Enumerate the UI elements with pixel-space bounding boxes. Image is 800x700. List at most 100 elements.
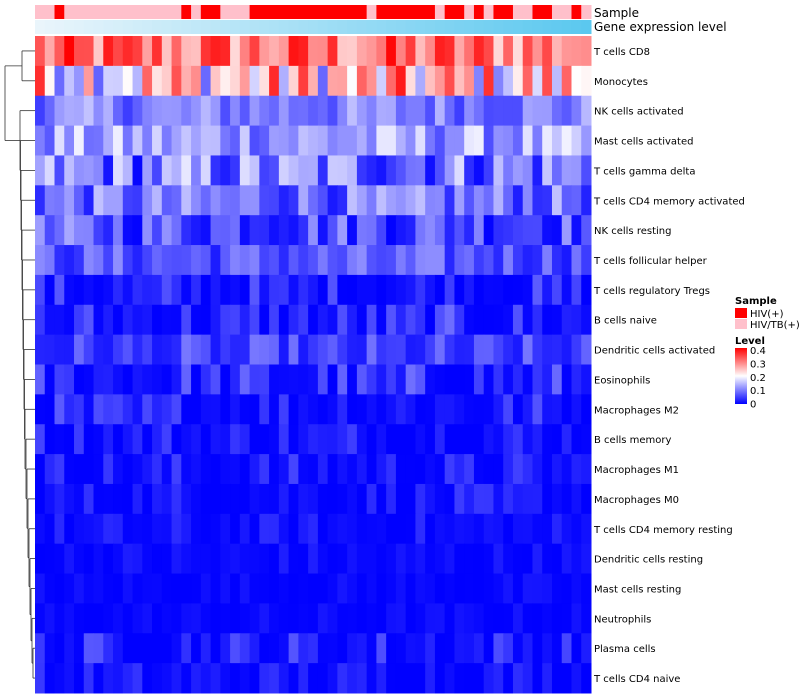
heatmap-cell (415, 155, 426, 186)
heatmap-cell (269, 95, 280, 127)
heatmap-cell (425, 424, 436, 455)
heatmap-cell (473, 125, 485, 156)
heatmap-cell (44, 125, 56, 156)
heatmap-cell (503, 603, 514, 634)
heatmap-cell (571, 483, 582, 515)
heatmap-cell (122, 633, 134, 664)
heatmap-cell (395, 513, 407, 545)
heatmap-cell (522, 573, 533, 604)
heatmap-cell (308, 364, 319, 395)
heatmap-cell (581, 573, 592, 604)
heatmap-cell (122, 394, 134, 425)
heatmap-cell (444, 215, 455, 246)
heatmap-cell (415, 513, 426, 545)
heatmap-cell (405, 304, 416, 336)
heatmap-cell (571, 215, 582, 246)
row-label: NK cells activated (594, 107, 684, 118)
heatmap-cell (571, 633, 582, 664)
heatmap-cell (269, 603, 280, 634)
heatmap-cell (405, 513, 416, 545)
heatmap-cell (142, 424, 153, 455)
heatmap-cell (93, 36, 104, 67)
heatmap-cell (132, 125, 143, 156)
heatmap-cell (74, 155, 85, 186)
sample-annotation-cell (493, 5, 504, 19)
heatmap-cell (551, 424, 563, 455)
heatmap-cell (571, 334, 582, 365)
heatmap-cell (483, 95, 494, 127)
heatmap-cell (356, 125, 368, 156)
heatmap-cell (230, 304, 241, 336)
heatmap-cell (571, 245, 582, 276)
heatmap-cell (103, 424, 114, 455)
heatmap-cell (44, 543, 56, 575)
heatmap-cell (210, 573, 221, 604)
heatmap-cell (405, 573, 416, 604)
heatmap-cell (473, 36, 485, 67)
heatmap-cell (239, 36, 251, 67)
heatmap-cell (103, 36, 114, 67)
heatmap-cell (35, 185, 46, 216)
heatmap-cell (103, 513, 114, 545)
heatmap-cell (93, 543, 104, 575)
heatmap-cell (152, 454, 163, 485)
heatmap-cell (142, 304, 153, 336)
heatmap-cell (83, 125, 95, 156)
expression-annotation-cell (191, 20, 202, 34)
heatmap-cell (347, 394, 358, 425)
heatmap-cell (551, 125, 563, 156)
heatmap-cell (386, 454, 397, 485)
heatmap-cell (35, 274, 46, 306)
heatmap-cell (366, 603, 377, 634)
heatmap-cell (220, 364, 231, 395)
heatmap-cell (191, 364, 202, 395)
heatmap-cell (161, 155, 173, 186)
heatmap-cell (308, 304, 319, 336)
heatmap-cell (103, 334, 114, 365)
heatmap-cell (171, 663, 182, 694)
heatmap-cell (113, 36, 124, 67)
heatmap-cell (483, 304, 494, 336)
heatmap-cell (83, 185, 95, 216)
heatmap-cell (74, 633, 85, 664)
heatmap-cell (366, 65, 377, 97)
heatmap-cell (347, 424, 358, 455)
heatmap-cell (181, 543, 192, 575)
heatmap-cell (152, 185, 163, 216)
heatmap-cell (278, 65, 290, 97)
heatmap-cell (386, 36, 397, 67)
heatmap-cell (425, 155, 436, 186)
heatmap-cell (278, 125, 290, 156)
heatmap-cell (454, 65, 465, 97)
heatmap-cell (454, 185, 465, 216)
heatmap-cell (35, 424, 46, 455)
heatmap-cell (83, 334, 95, 365)
heatmap-cell (152, 95, 163, 127)
heatmap-cell (54, 603, 65, 634)
heatmap-cell (473, 543, 485, 575)
heatmap-cell (327, 663, 338, 694)
heatmap-cell (473, 603, 485, 634)
heatmap-cell (83, 543, 95, 575)
heatmap-cell (561, 185, 572, 216)
heatmap-cell (473, 334, 485, 365)
heatmap-cell (483, 155, 494, 186)
heatmap-cell (278, 483, 290, 515)
heatmap-cell (376, 334, 387, 365)
sample-annotation-cell (483, 5, 494, 19)
heatmap-cell (356, 424, 368, 455)
heatmap-cell (356, 394, 368, 425)
heatmap-cell (522, 155, 533, 186)
heatmap-cell (327, 633, 338, 664)
heatmap-cell (298, 125, 309, 156)
heatmap-cell (337, 364, 348, 395)
expression-annotation-cell (473, 20, 485, 34)
heatmap-cell (54, 185, 65, 216)
expression-annotation-cell (464, 20, 475, 34)
heatmap-cell (444, 95, 455, 127)
heatmap-cell (220, 185, 231, 216)
heatmap-cell (532, 215, 543, 246)
heatmap-cell (298, 155, 309, 186)
heatmap-cell (64, 543, 75, 575)
heatmap-cell (356, 364, 368, 395)
